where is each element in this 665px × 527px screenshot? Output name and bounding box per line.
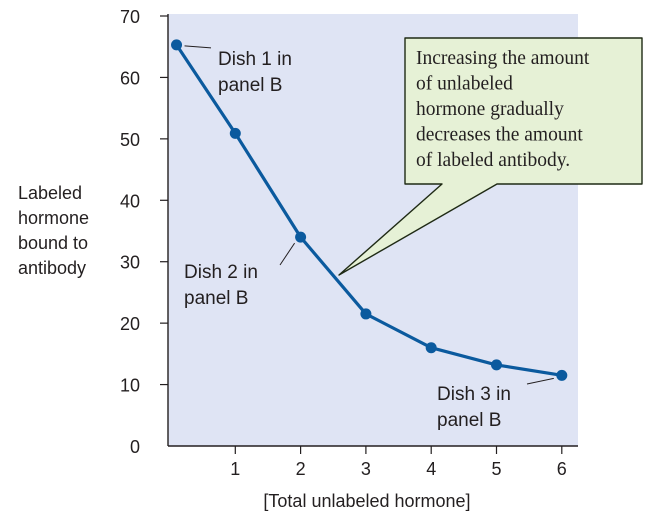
- callout-box: Increasing the amount of unlabeled hormone…: [338, 37, 643, 276]
- data-point: [229, 127, 241, 139]
- dish-2-leader-line: [279, 242, 296, 266]
- data-point: [295, 231, 307, 243]
- x-tick-label: 6: [557, 459, 567, 479]
- callout-text-line: hormone gradually: [416, 99, 564, 120]
- callout-bubble: [338, 37, 643, 276]
- dish-1-label-line-1: Dish 1 in: [218, 49, 292, 70]
- y-tick-label: 60: [120, 68, 140, 88]
- callout-text-line: decreases the amount: [416, 125, 583, 146]
- y-tick-label: 40: [120, 191, 140, 211]
- axes: [167, 14, 578, 447]
- x-tick-label: 1: [230, 459, 240, 479]
- dish-3-label-line-1: Dish 3 in: [437, 384, 511, 405]
- y-tick-label: 0: [130, 437, 140, 457]
- dish-1-label-line-2: panel B: [218, 75, 282, 96]
- annotation-leaders: [184, 45, 554, 385]
- data-point: [556, 369, 568, 381]
- y-tick-label: 50: [120, 130, 140, 150]
- y-tick-label: 70: [120, 7, 140, 27]
- x-tick-label: 5: [491, 459, 501, 479]
- data-point: [171, 39, 183, 51]
- y-tick-label: 10: [120, 376, 140, 396]
- series-group: [171, 39, 568, 381]
- dish-2-label-line-2: panel B: [184, 288, 248, 309]
- x-tick-label: 2: [296, 459, 306, 479]
- x-axis-label: [Total unlabeled hormone]: [263, 491, 470, 511]
- y-axis-ticks: 0 10 20 30 40 50 60 70: [120, 7, 168, 457]
- y-tick-label: 20: [120, 314, 140, 334]
- x-axis-ticks: 1 2 3 4 5 6: [230, 446, 567, 479]
- callout-text-line: of unlabeled: [416, 74, 513, 95]
- data-point: [425, 342, 437, 354]
- dish-1-leader-line: [184, 45, 212, 49]
- y-axis-label-line-1: Labeled: [18, 183, 82, 203]
- y-axis-label-line-3: bound to: [18, 233, 88, 253]
- dish-3-label-line-2: panel B: [437, 410, 501, 431]
- callout-text-line: Increasing the amount: [416, 48, 590, 69]
- y-tick-label: 30: [120, 253, 140, 273]
- dish-3-leader-line: [526, 377, 554, 385]
- data-point: [491, 359, 502, 371]
- dish-2-label-line-1: Dish 2 in: [184, 262, 258, 283]
- x-tick-label: 3: [361, 459, 371, 479]
- y-axis-label-line-4: antibody: [18, 258, 86, 278]
- data-point: [360, 308, 372, 320]
- callout-text-line: of labeled antibody.: [416, 150, 570, 171]
- x-tick-label: 4: [426, 459, 436, 479]
- y-axis-label-line-2: hormone: [18, 208, 89, 228]
